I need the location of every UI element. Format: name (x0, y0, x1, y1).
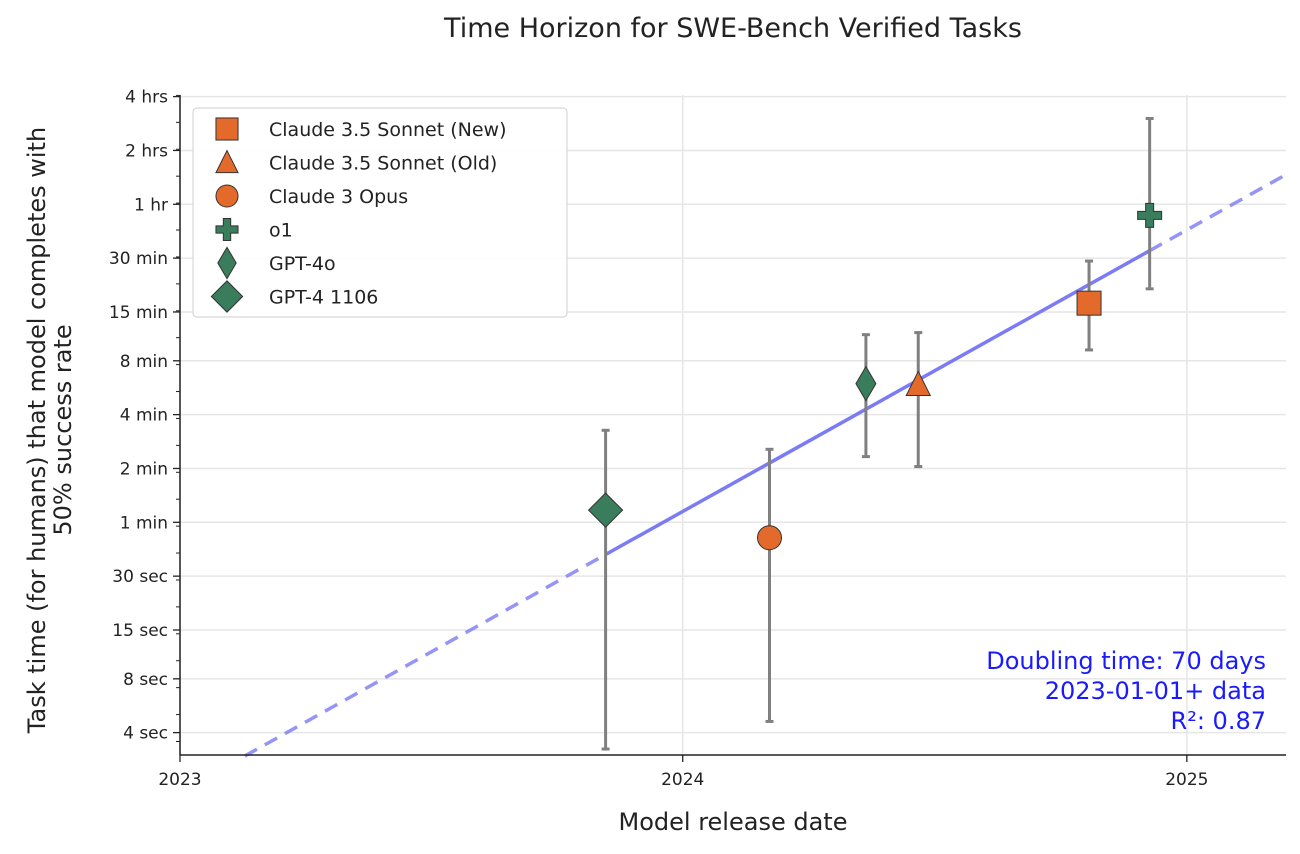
annotation-range: 2023-01-01+ data (1045, 677, 1266, 705)
x-tick-label: 2025 (1165, 770, 1208, 790)
trendline (243, 173, 1287, 758)
y-axis-label-line1: Task time (for humans) that model comple… (23, 127, 51, 734)
legend: Claude 3.5 Sonnet (New) Claude 3.5 Sonnet… (192, 107, 568, 318)
y-tick-label: 8 sec (123, 670, 168, 690)
data-point-gpt-4o (855, 365, 877, 402)
legend-label: Claude 3.5 Sonnet (Old) (269, 153, 497, 175)
y-tick-label: 30 sec (112, 567, 168, 587)
y-tick-label: 2 min (120, 459, 168, 479)
y-tick-label: 4 sec (123, 724, 168, 744)
y-tick-label: 15 min (109, 303, 168, 323)
legend-label: GPT-4 1106 (269, 287, 378, 309)
legend-label: o1 (269, 220, 293, 242)
trendline-dashed-right (1148, 173, 1287, 253)
y-tick-label: 30 min (109, 249, 168, 269)
legend-label: Claude 3.5 Sonnet (New) (269, 119, 507, 141)
legend-marker (215, 117, 239, 141)
trendline-solid (604, 249, 1151, 557)
legend-label: GPT-4o (269, 253, 336, 275)
y-tick-label: 15 sec (112, 621, 168, 641)
x-tick-label: 2024 (661, 770, 704, 790)
chart-title: Time Horizon for SWE-Bench Verified Task… (443, 13, 1022, 44)
y-tick-label: 4 min (120, 406, 168, 426)
data-points (587, 117, 1163, 751)
legend-marker (215, 184, 239, 208)
axes: 4 hrs 2 hrs 1 hr 30 min 15 min 8 min 4 min 2 mi… (109, 88, 1286, 790)
y-tick-label: 1 hr (134, 195, 168, 215)
legend-marker (215, 217, 239, 242)
fit-annotation: Doubling time: 70 days 2023-01-01+ data … (986, 647, 1266, 735)
annotation-doubling: Doubling time: 70 days (986, 647, 1266, 675)
legend-marker (210, 280, 244, 313)
legend-label: Claude 3 Opus (269, 186, 408, 208)
y-tick-label: 8 min (120, 352, 168, 372)
trendline-dashed-left (243, 552, 607, 758)
x-tick-label: 2023 (158, 770, 201, 790)
y-tick-label: 1 min (120, 513, 168, 533)
y-tick-label: 2 hrs (125, 141, 168, 161)
legend-marker (215, 149, 239, 174)
data-point-claude-3-opus (756, 525, 782, 551)
legend-marker (217, 246, 237, 280)
y-axis-label-line2: 50% success rate (49, 324, 77, 535)
annotation-r2: R²: 0.87 (1171, 707, 1266, 735)
x-axis-label: Model release date (619, 808, 848, 836)
data-point-claude-3-5-sonnet-old- (905, 370, 932, 396)
legend-box (192, 107, 568, 318)
data-point-gpt-4-1106 (587, 492, 624, 528)
data-point-claude-3-5-sonnet-new- (1076, 290, 1102, 316)
data-point-o1 (1137, 202, 1163, 228)
y-tick-label: 4 hrs (125, 88, 168, 108)
